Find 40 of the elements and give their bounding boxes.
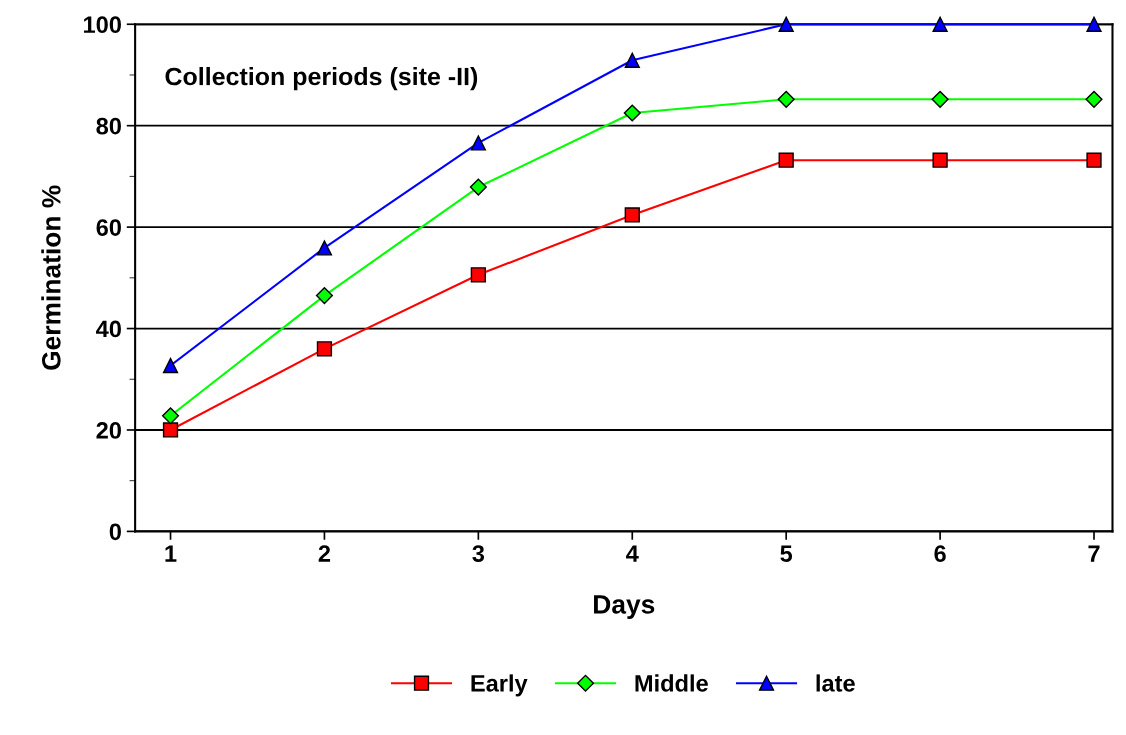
y-tick-label: 100 [84,16,121,34]
point [932,152,948,168]
x-tick-label: 5 [780,545,793,562]
point [162,357,179,374]
point [932,16,948,32]
point [316,240,333,256]
x-tick-label: 2 [318,545,331,562]
y-tick-label: 60 [96,219,121,236]
point [316,341,333,357]
legend-label: Early [471,674,528,697]
point [1085,90,1103,108]
y-tick-label: 40 [96,320,121,338]
point [161,407,180,425]
point [624,207,640,223]
point [470,135,486,151]
x-tick-label: 7 [1088,545,1100,562]
x-tick-label: 3 [472,545,485,562]
y-tick-label: 80 [96,117,121,135]
point [469,178,487,196]
point [1086,16,1102,32]
point [315,287,333,305]
y-axis-title: Germination % [41,185,61,370]
point [624,52,640,68]
x-tick-label: 4 [626,545,639,562]
y-tick-label: 20 [96,422,121,439]
point [778,152,794,168]
point [623,104,641,122]
point [1086,152,1102,168]
x-tick-label: 1 [165,545,177,562]
x-axis-title: Days [594,595,655,619]
point [777,90,795,108]
legend-label: late [816,674,855,692]
point [931,90,949,108]
point [470,267,486,283]
legend-label: Middle [635,674,708,692]
annotation: Collection periods (site -II) [165,67,478,91]
y-tick-label: 0 [109,523,121,541]
x-tick-label: 6 [934,545,946,562]
point [778,16,794,32]
point [162,422,179,438]
